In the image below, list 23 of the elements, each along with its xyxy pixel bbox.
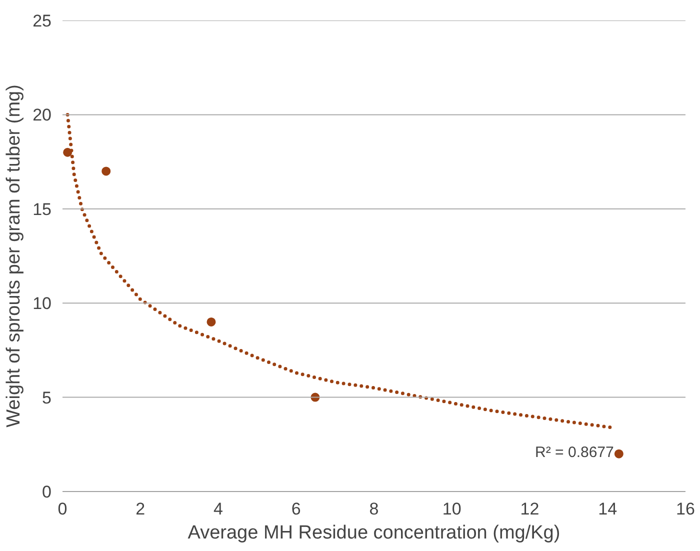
y-tick-label: 25	[32, 12, 52, 30]
y-tick-label: 5	[42, 388, 52, 408]
annotation: R² = 0.8677	[535, 444, 614, 461]
x-tick-label: 0	[58, 500, 68, 518]
x-tick-label: 14	[598, 500, 618, 518]
point	[614, 449, 624, 458]
y-tick-label: 10	[32, 294, 52, 314]
x-tick-label: 4	[214, 500, 223, 518]
y-axis-title: Weight of sprouts per gram of tuber (mg)	[4, 84, 25, 428]
x-tick-label: 8	[369, 500, 379, 518]
y-tick-label: 0	[42, 482, 52, 502]
x-tick-label: 6	[291, 500, 301, 518]
point	[206, 317, 216, 326]
y-tick-label: 15	[32, 200, 52, 219]
x-tick-label: 16	[676, 500, 695, 518]
x-tick-label: 12	[520, 500, 540, 518]
x-axis-title: Average MH Residue concentration (mg/Kg)	[188, 522, 560, 544]
line-series	[66, 112, 614, 430]
point	[63, 148, 72, 157]
y-tick-label: 20	[32, 106, 52, 125]
x-tick-label: 2	[136, 500, 146, 518]
x-tick-label: 10	[442, 500, 462, 518]
point	[102, 166, 111, 176]
